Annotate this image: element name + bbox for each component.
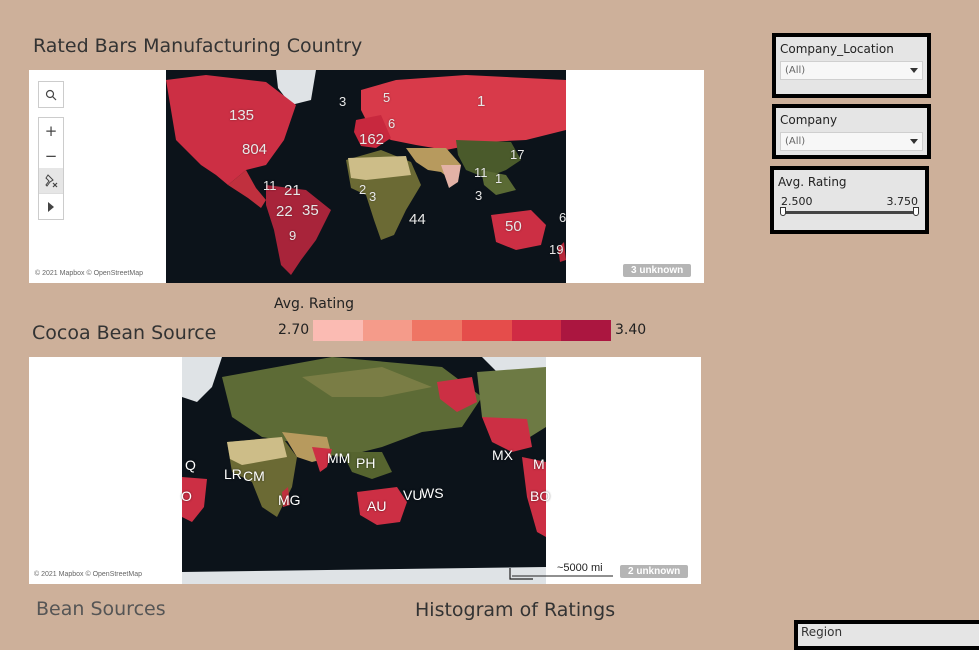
world-map-graphic: [166, 70, 566, 283]
zoom-in-button[interactable]: +: [44, 121, 58, 140]
slider-min-handle[interactable]: [780, 207, 786, 216]
rated-bars-title: Rated Bars Manufacturing Country: [33, 35, 363, 57]
legend-swatch: [313, 320, 363, 341]
unknown-badge[interactable]: 2 unknown: [620, 565, 689, 578]
filter-title: Company_Location: [780, 42, 894, 56]
manufacturing-country-map[interactable]: 135 804 3 5 1 162 6 17 11 21 22 35 9 2 3…: [29, 70, 704, 283]
select-value: (All): [785, 136, 806, 147]
slider-max-handle[interactable]: [913, 207, 919, 216]
map-label: WS: [421, 485, 444, 501]
map-label: AU: [367, 498, 387, 514]
pin-icon[interactable]: [39, 168, 63, 193]
map-toolbar: [38, 81, 64, 108]
map-label: PH: [356, 455, 376, 471]
unknown-badge[interactable]: 3 unknown: [623, 264, 692, 277]
bean-sources-title: Bean Sources: [36, 598, 166, 620]
map-label: Q: [185, 457, 196, 473]
map-label: VU: [403, 487, 423, 503]
company-location-select[interactable]: (All): [780, 61, 923, 80]
map-label: MX: [492, 447, 513, 463]
map-label: 44: [409, 211, 426, 228]
region-filter: Region: [794, 620, 979, 650]
map-label: 5: [383, 90, 391, 105]
map-label: 3: [339, 94, 347, 109]
rating-slider-track[interactable]: [780, 207, 919, 216]
map-label: 162: [359, 131, 385, 148]
map-attribution[interactable]: © 2021 Mapbox © OpenStreetMap: [34, 571, 142, 578]
map-label: 6: [388, 116, 396, 131]
map-tiles: [166, 70, 566, 283]
play-icon[interactable]: [39, 193, 63, 219]
map-tiles: [182, 357, 546, 584]
map-label: LR: [224, 466, 242, 482]
map-label: 3: [475, 188, 483, 203]
range-min: 2.500: [781, 195, 813, 208]
map-label: 11: [474, 165, 488, 180]
filter-title: Region: [801, 625, 843, 639]
map-label: 19: [549, 242, 564, 257]
histogram-title: Histogram of Ratings: [415, 599, 616, 621]
map-label: MG: [278, 492, 301, 508]
map-label: 11: [263, 178, 277, 193]
cocoa-source-title: Cocoa Bean Source: [32, 322, 217, 344]
world-map-graphic: [182, 357, 546, 584]
map-label: 21: [284, 182, 301, 199]
company-filter: Company (All): [772, 104, 931, 159]
map-label: 3: [369, 189, 377, 204]
map-label: 22: [276, 203, 293, 220]
map-label: 804: [242, 141, 268, 158]
legend-swatch: [362, 320, 413, 341]
map-label: 50: [505, 218, 522, 235]
map-label: BO: [530, 488, 551, 504]
map-label: 2: [359, 182, 367, 197]
map-attribution[interactable]: © 2021 Mapbox © OpenStreetMap: [35, 270, 143, 277]
filter-title: Company: [780, 113, 838, 127]
map-label: 1: [495, 171, 503, 186]
map-zoom-controls: + −: [38, 117, 64, 220]
map-label: 9: [289, 228, 297, 243]
map-label: 17: [510, 147, 525, 162]
scale-label: ~5000 mi: [557, 562, 603, 574]
chevron-down-icon: [910, 139, 918, 144]
select-value: (All): [785, 65, 806, 76]
cocoa-bean-source-map[interactable]: Q O LR CM MG MM PH AU VU WS MX M BO © 20…: [29, 357, 701, 584]
range-max: 3.750: [886, 195, 919, 208]
map-label: O: [181, 488, 192, 504]
legend-swatch: [412, 320, 463, 341]
legend-swatch: [462, 320, 512, 341]
map-label: 35: [302, 202, 319, 219]
map-label: 135: [229, 107, 255, 124]
avg-rating-filter: Avg. Rating 2.500 3.750: [770, 166, 929, 234]
filter-title: Avg. Rating: [778, 175, 847, 189]
map-label: CM: [243, 468, 265, 484]
legend-max: 3.40: [615, 322, 647, 338]
map-label: 6: [559, 210, 567, 225]
search-icon[interactable]: [39, 82, 63, 107]
zoom-out-button[interactable]: −: [44, 146, 58, 165]
legend-swatch: [561, 320, 612, 341]
map-label: MM: [327, 450, 351, 466]
company-location-filter: Company_Location (All): [772, 33, 931, 98]
legend-min: 2.70: [278, 322, 310, 338]
company-select[interactable]: (All): [780, 132, 923, 151]
scale-bar: [509, 568, 613, 580]
chevron-down-icon: [910, 68, 918, 73]
map-label: 1: [477, 93, 486, 110]
legend-title: Avg. Rating: [274, 296, 354, 312]
color-legend: [313, 320, 612, 341]
map-label: M: [533, 456, 545, 472]
legend-swatch: [511, 320, 562, 341]
